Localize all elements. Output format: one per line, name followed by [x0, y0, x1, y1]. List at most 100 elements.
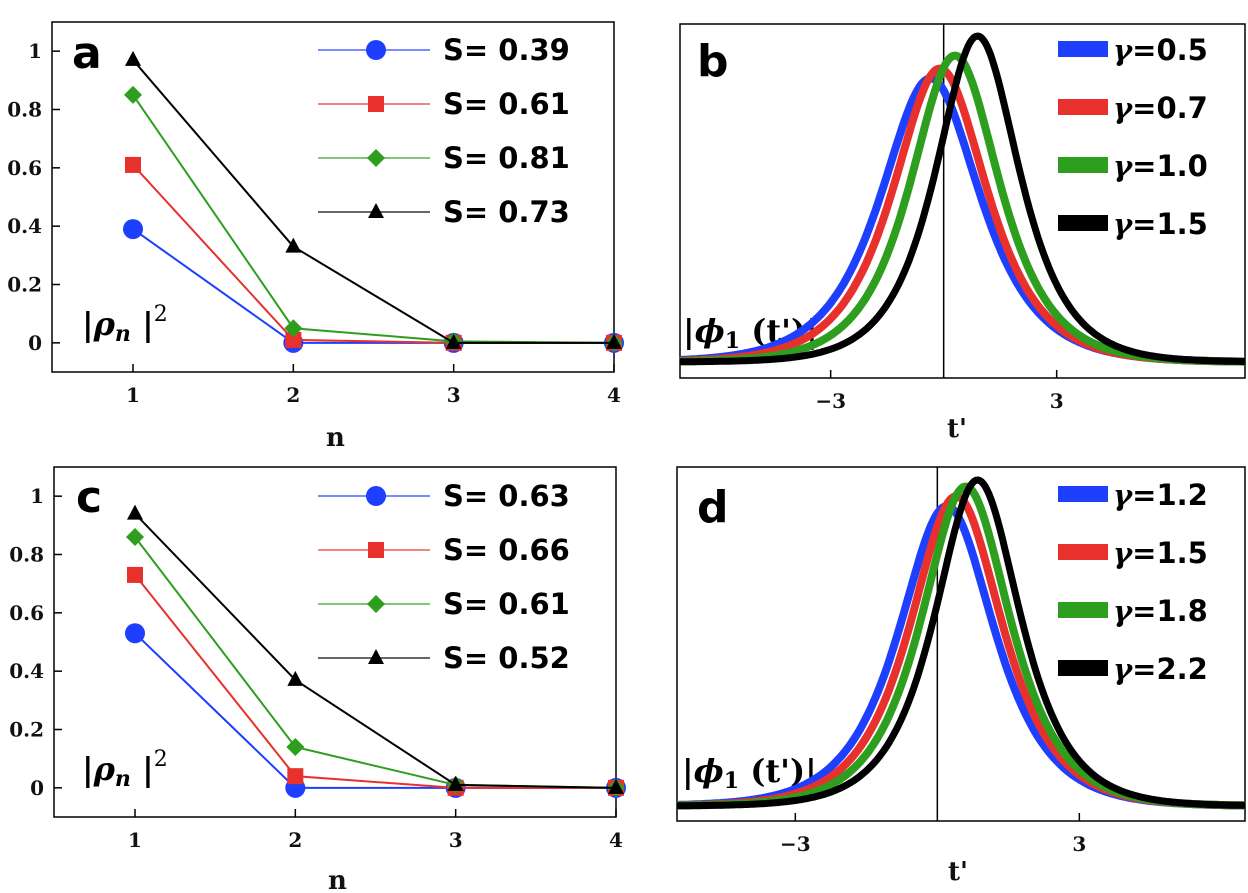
y-tick-label: 0.4 — [9, 659, 44, 683]
data-point — [445, 333, 462, 349]
legend-label: S= 0.39 — [443, 33, 570, 67]
legend-swatch — [1058, 602, 1108, 618]
series-line — [132, 164, 614, 344]
series-line — [132, 228, 614, 344]
x-tick-label: 2 — [288, 828, 302, 852]
y-tick-label: 0.2 — [7, 273, 42, 297]
x-tick-label: −3 — [780, 832, 811, 856]
legend-label: γ=2.2 — [1113, 652, 1208, 686]
y-tick-label: 0 — [30, 776, 44, 800]
panel-b-frame — [679, 23, 1246, 379]
data-point — [284, 319, 303, 338]
y-tick-label: 0.8 — [7, 98, 42, 122]
panel-a-letter: a — [72, 28, 102, 79]
legend-marker — [368, 649, 384, 664]
legend-marker — [366, 40, 386, 60]
panel-c-plot: 0 0.2 0.4 0.6 0.8 1 1 2 3 4 — [9, 484, 626, 852]
y-tick-label: 0.8 — [9, 543, 44, 567]
legend-swatch — [1058, 544, 1108, 560]
legend-swatch — [1058, 41, 1108, 57]
panel-c-ylabel: |ρn |2 — [82, 747, 168, 792]
legend-label: S= 0.63 — [443, 479, 570, 513]
legend-swatch — [1058, 215, 1108, 231]
x-tick-label: 1 — [128, 828, 142, 852]
x-tick-label: 4 — [609, 828, 623, 852]
panel-b: b t' |ϕ1 (t')| −3 3 γ=0.5γ=0.7γ=1.0γ=1.5 — [677, 23, 1248, 444]
data-point — [125, 156, 141, 173]
x-tick-label: 4 — [607, 383, 621, 407]
x-tick-label: 2 — [286, 383, 300, 407]
panel-b-xlabel: t' — [947, 414, 967, 444]
legend-marker — [368, 96, 384, 112]
y-tick-label: 1 — [30, 484, 44, 508]
legend-label: γ=0.7 — [1113, 91, 1208, 125]
legend-label: S= 0.66 — [443, 533, 570, 567]
series-line — [134, 512, 617, 789]
x-tick-label: −3 — [815, 389, 846, 413]
legend-label: γ=1.0 — [1113, 149, 1208, 183]
x-tick-label: 1 — [126, 383, 140, 407]
panel-a-plot: 0 0.2 0.4 0.6 0.8 1 1 2 3 4 — [7, 39, 624, 407]
legend-label: S= 0.52 — [443, 641, 570, 675]
legend-label: γ=1.5 — [1113, 207, 1208, 241]
panel-c: c n |ρn |2 00.20.40.60.811 2 3 4 S= 0.63S= … — [9, 466, 626, 893]
panel-d-xlabel: t' — [948, 857, 968, 887]
panel-d-frame — [676, 466, 1246, 822]
legend-swatch — [1058, 99, 1108, 115]
legend-label: γ=1.5 — [1113, 536, 1208, 570]
legend-label: S= 0.61 — [443, 587, 570, 621]
data-point — [127, 504, 143, 520]
legend-label: γ=1.8 — [1113, 594, 1208, 628]
data-point — [126, 528, 144, 546]
data-point — [286, 738, 305, 756]
x-tick-label: 3 — [449, 828, 463, 852]
x-tick-label: 3 — [447, 383, 461, 407]
legend-marker — [366, 486, 386, 506]
data-point — [287, 768, 304, 785]
legend-swatch — [1058, 660, 1108, 676]
panel-a: a n |ρn |2 00.20.40.60.811 2 3 4 S= 0.39S= … — [7, 21, 624, 453]
data-point — [127, 566, 143, 583]
legend-marker — [368, 542, 384, 558]
y-tick-label: 0 — [28, 331, 42, 355]
x-tick-label: 3 — [1050, 389, 1064, 413]
panel-c-legend: S= 0.63 S= 0.66 S= 0.61 S= 0.52 — [318, 479, 570, 675]
data-point — [606, 333, 622, 349]
data-point — [285, 237, 302, 253]
panel-a-legend: S= 0.39 S= 0.61 S= 0.81 S= 0.73 — [318, 33, 570, 229]
legend-label: S= 0.73 — [443, 195, 570, 229]
data-point — [125, 623, 145, 644]
data-point — [285, 331, 302, 348]
y-tick-label: 0.2 — [9, 718, 44, 742]
data-point — [608, 778, 624, 794]
panel-c-letter: c — [76, 472, 102, 523]
legend-marker — [367, 595, 385, 613]
panel-b-letter: b — [697, 36, 729, 87]
panel-b-legend: γ=0.5 γ=0.7 γ=1.0 γ=1.5 — [1058, 33, 1208, 241]
legend-marker — [367, 149, 385, 167]
data-point — [125, 50, 141, 66]
data-point — [447, 775, 464, 791]
panel-d-legend: γ=1.2 γ=1.5 γ=1.8 γ=2.2 — [1058, 478, 1208, 686]
legend-label: S= 0.81 — [443, 141, 570, 175]
panel-d-ylabel: |ϕ1 (t')| — [682, 752, 817, 794]
legend-label: γ=1.2 — [1113, 478, 1208, 512]
panel-c-xlabel: n — [328, 866, 347, 893]
panel-a-ylabel: |ρn |2 — [82, 302, 168, 347]
legend-label: γ=0.5 — [1113, 33, 1208, 67]
x-tick-label: 3 — [1072, 832, 1086, 856]
panel-b-plot: −3 3 — [677, 24, 1248, 413]
pulse-curve — [675, 476, 1247, 810]
series-line — [132, 59, 614, 344]
panel-d-letter: d — [697, 482, 729, 533]
series-line — [134, 574, 616, 789]
legend-swatch — [1058, 486, 1108, 502]
y-tick-label: 0.6 — [9, 601, 44, 625]
y-tick-label: 0.4 — [7, 214, 42, 238]
panel-d: d t' |ϕ1 (t')| −3 3 γ=1.2 γ=1.5 γ=1.8 γ=2.2 — [674, 466, 1248, 887]
y-tick-label: 0.6 — [7, 156, 42, 180]
panel-c-frame — [53, 466, 617, 818]
legend-marker — [368, 203, 384, 218]
y-tick-label: 1 — [28, 39, 42, 63]
